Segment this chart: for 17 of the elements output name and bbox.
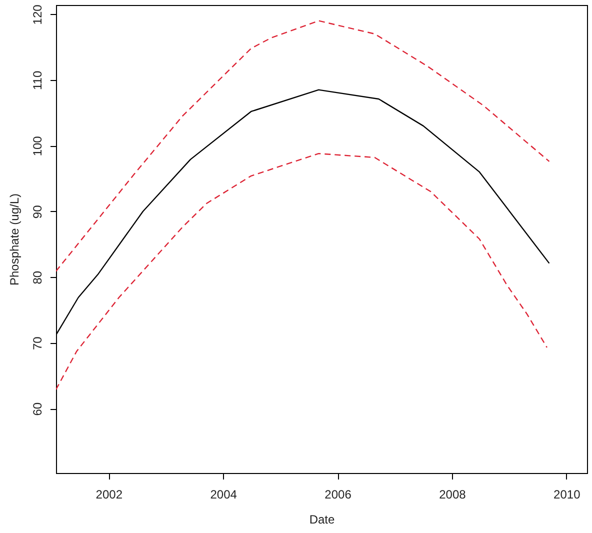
line-series [56,20,550,272]
x-tick-label: 2008 [439,488,466,502]
line-series [56,152,548,390]
y-tick-label: 120 [30,4,44,25]
x-tick-label: 2004 [210,488,238,502]
y-tick-label: 80 [30,270,44,284]
y-tick-label: 110 [30,70,44,90]
y-tick-label: 100 [30,136,44,156]
line-series [56,89,550,336]
y-tick-label: 60 [30,402,44,416]
x-tick-label: 2002 [96,488,123,502]
x-axis-title: Date [309,512,335,526]
y-tick-label: 90 [30,204,44,219]
x-tick-label: 2006 [324,488,352,502]
y-axis-title: Phosphate (ug/L) [8,193,22,286]
x-tick-label: 2010 [554,488,581,502]
y-tick-label: 70 [30,336,44,350]
